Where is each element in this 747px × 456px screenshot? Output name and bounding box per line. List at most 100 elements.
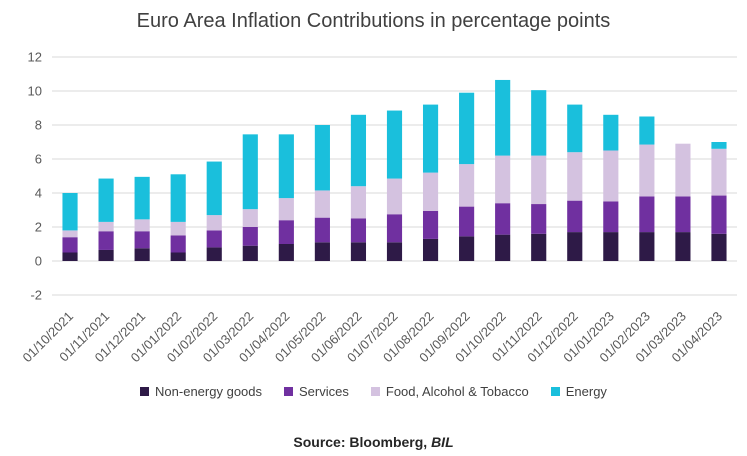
bar-segment-food-alcohol-tobacco xyxy=(531,155,547,205)
bar-segment-services xyxy=(639,196,655,233)
bar-segment-services xyxy=(422,210,439,239)
bar-segment-food-alcohol-tobacco xyxy=(170,221,186,236)
bar-segment-food-alcohol-tobacco xyxy=(422,172,439,211)
bar-segment-energy xyxy=(134,176,150,220)
chart-legend: Non-energy goods Services Food, Alcohol … xyxy=(0,384,747,399)
bar-segment-services xyxy=(711,195,727,234)
bar-segment-food-alcohol-tobacco xyxy=(639,144,655,197)
bar-segment-services xyxy=(206,230,222,248)
bar-segment-non-energy-goods xyxy=(206,247,222,261)
bar-segment-energy xyxy=(314,125,330,191)
bar-segment-food-alcohol-tobacco xyxy=(711,148,727,196)
bar-segment-food-alcohol-tobacco xyxy=(567,152,583,201)
bar-segment-food-alcohol-tobacco xyxy=(98,221,114,232)
bar-segment-food-alcohol-tobacco xyxy=(134,219,150,232)
chart-plot-area: -202468101201/10/202101/11/202101/12/202… xyxy=(20,50,737,365)
bar-segment-services xyxy=(567,200,583,233)
legend-label-energy: Energy xyxy=(565,384,607,399)
source-prefix: Source: Bloomberg, xyxy=(293,434,432,450)
bar-segment-services xyxy=(98,231,114,250)
bar-segment-energy xyxy=(206,161,222,216)
y-tick-label: 12 xyxy=(28,50,42,65)
y-tick-label: -2 xyxy=(30,288,42,303)
y-tick-label: 2 xyxy=(35,220,42,235)
bar-segment-energy xyxy=(459,92,475,165)
bar-segment-non-energy-goods xyxy=(134,248,150,261)
bar-segment-energy xyxy=(278,134,294,199)
legend-item-non-energy-goods: Non-energy goods xyxy=(140,384,262,399)
bar-segment-non-energy-goods xyxy=(314,242,330,261)
bar-segment-food-alcohol-tobacco xyxy=(62,230,78,238)
source-brand: BIL xyxy=(431,434,454,450)
bar-segment-services xyxy=(531,204,547,234)
bar-segment-energy xyxy=(98,178,114,222)
legend-swatch-non-energy-goods xyxy=(140,387,150,396)
legend-item-services: Services xyxy=(284,384,349,399)
bar-segment-energy xyxy=(62,193,78,231)
bar-segment-services xyxy=(386,214,403,243)
bar-segment-energy xyxy=(350,114,367,187)
bar-segment-services xyxy=(675,196,691,233)
legend-label-non-energy-goods: Non-energy goods xyxy=(155,384,263,399)
bar-segment-non-energy-goods xyxy=(422,238,439,261)
bar-segment-non-energy-goods xyxy=(350,242,367,261)
legend-swatch-services xyxy=(284,387,294,396)
bar-segment-energy xyxy=(170,174,186,222)
bar-segment-services xyxy=(242,227,258,246)
bar-segment-non-energy-goods xyxy=(386,242,403,261)
bar-segment-food-alcohol-tobacco xyxy=(278,198,294,221)
bar-segment-energy xyxy=(531,90,547,156)
bar-segment-non-energy-goods xyxy=(567,232,583,261)
bar-segment-services xyxy=(134,231,150,249)
bar-segment-food-alcohol-tobacco xyxy=(675,143,691,197)
bar-segment-services xyxy=(278,220,294,244)
bar-segment-non-energy-goods xyxy=(170,252,186,261)
bar-segment-energy xyxy=(711,142,727,149)
bar-segment-services xyxy=(459,206,475,237)
y-tick-label: 6 xyxy=(35,152,42,167)
bar-segment-energy xyxy=(422,104,439,173)
bar-segment-services xyxy=(350,218,367,243)
bar-segment-non-energy-goods xyxy=(242,245,258,261)
bar-segment-non-energy-goods xyxy=(603,232,619,261)
y-tick-label: 0 xyxy=(35,254,42,269)
y-tick-label: 8 xyxy=(35,118,42,133)
legend-swatch-food xyxy=(370,387,380,396)
bar-segment-food-alcohol-tobacco xyxy=(242,209,258,227)
y-tick-label: 4 xyxy=(35,186,42,201)
y-tick-label: 10 xyxy=(28,84,42,99)
legend-swatch-energy xyxy=(550,387,560,396)
bar-segment-non-energy-goods xyxy=(711,233,727,261)
bar-segment-non-energy-goods xyxy=(495,234,511,261)
chart-title: Euro Area Inflation Contributions in per… xyxy=(136,10,611,32)
source-note: Source: Bloomberg, BIL xyxy=(0,434,747,450)
bar-segment-services xyxy=(170,235,186,253)
bar-segment-services xyxy=(603,201,619,233)
legend-item-food: Food, Alcohol & Tobacco xyxy=(370,384,529,399)
bar-segment-energy xyxy=(603,114,619,151)
bar-segment-food-alcohol-tobacco xyxy=(603,150,619,202)
bar-segment-energy xyxy=(242,134,258,210)
bar-segment-food-alcohol-tobacco xyxy=(386,178,403,215)
bar-segment-food-alcohol-tobacco xyxy=(459,164,475,207)
bar-segment-non-energy-goods xyxy=(62,252,78,261)
bar-segment-food-alcohol-tobacco xyxy=(314,190,330,218)
bar-segment-energy xyxy=(495,79,511,156)
bar-segment-food-alcohol-tobacco xyxy=(206,215,222,231)
bar-segment-food-alcohol-tobacco xyxy=(495,155,511,204)
bar-segment-non-energy-goods xyxy=(639,232,655,261)
bar-segment-food-alcohol-tobacco xyxy=(350,186,367,219)
bar-segment-services xyxy=(495,203,511,235)
bar-segment-non-energy-goods xyxy=(531,233,547,261)
bar-segment-energy xyxy=(567,104,583,153)
bar-segment-energy xyxy=(386,110,403,179)
bar-segment-non-energy-goods xyxy=(675,232,691,261)
legend-label-services: Services xyxy=(299,384,349,399)
legend-label-food: Food, Alcohol & Tobacco xyxy=(385,384,529,399)
bar-segment-energy xyxy=(639,116,655,145)
bar-segment-services xyxy=(314,217,330,243)
bar-segment-non-energy-goods xyxy=(459,236,475,261)
bar-segment-non-energy-goods xyxy=(98,249,114,261)
legend-item-energy: Energy xyxy=(550,384,607,399)
bar-segment-services xyxy=(62,237,78,253)
